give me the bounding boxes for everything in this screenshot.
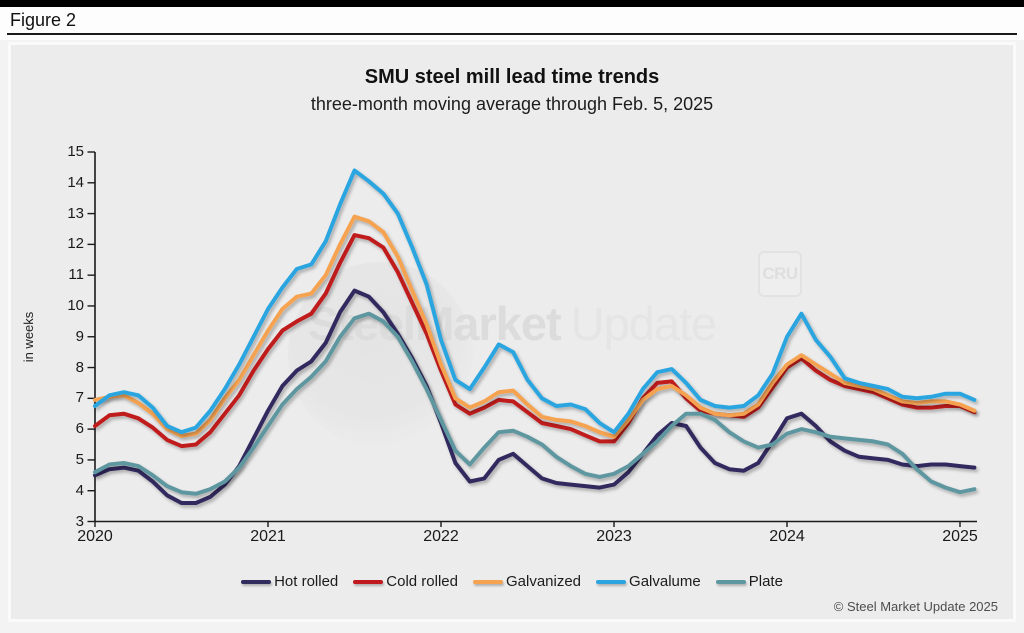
- legend-label: Galvanized: [505, 573, 582, 590]
- legend-label: Cold rolled: [386, 573, 458, 590]
- chart-panel: [8, 42, 1016, 622]
- y-tick-label: 7: [75, 389, 84, 407]
- x-tick-label: 2023: [596, 528, 632, 545]
- series-line-cold-rolled: [93, 233, 977, 449]
- legend-swatch: [472, 579, 503, 584]
- legend-label: Galvalume: [629, 573, 701, 590]
- x-tick-label: 2025: [942, 528, 978, 545]
- legend-item-galvanized: Galvanized: [472, 573, 582, 590]
- y-tick-label: 5: [75, 450, 84, 468]
- y-tick-label: 14: [67, 173, 84, 191]
- chart-legend: Hot rolled Cold rolled Galvanized Galvalume…: [0, 573, 1024, 590]
- legend-swatch: [715, 579, 746, 584]
- y-tick-label: 10: [67, 296, 84, 314]
- y-tick-label: 11: [68, 266, 84, 284]
- y-tick-label: 12: [67, 235, 84, 253]
- y-tick-label: 6: [75, 420, 84, 438]
- y-tick-label: 9: [75, 327, 84, 345]
- series-line-galvanized: [93, 214, 977, 439]
- header-divider: [7, 33, 1017, 35]
- series-line-plate: [93, 311, 977, 496]
- y-tick-label: 13: [67, 204, 84, 222]
- legend-item-hot-rolled: Hot rolled: [241, 573, 338, 590]
- figure-label: Figure 2: [10, 10, 77, 30]
- figure-header: Figure 2: [0, 7, 1024, 40]
- legend-swatch: [353, 579, 384, 584]
- y-tick-label: 4: [75, 481, 84, 499]
- x-tick-label: 2022: [423, 528, 459, 545]
- y-tick-label: 3: [75, 512, 84, 530]
- chart-title: SMU steel mill lead time trends: [364, 66, 660, 88]
- legend-item-plate: Plate: [715, 573, 783, 590]
- chart-subtitle: three-month moving average through Feb. …: [310, 94, 714, 114]
- x-tick-label: 2020: [77, 528, 113, 545]
- watermark-brand-light: Update: [570, 297, 718, 350]
- x-tick-label: 2024: [769, 528, 805, 545]
- legend-label: Hot rolled: [274, 573, 339, 590]
- legend-swatch: [596, 579, 627, 584]
- y-tick-label: 15: [67, 143, 84, 160]
- cru-watermark-text: CRU: [762, 264, 798, 283]
- window-top-bar: [0, 0, 1024, 7]
- series-line-galvalume: [93, 168, 977, 435]
- x-tick-label: 2021: [250, 528, 286, 545]
- legend-item-galvalume: Galvalume: [596, 573, 701, 590]
- legend-swatch: [241, 579, 272, 584]
- copyright-text: © Steel Market Update 2025: [833, 599, 998, 614]
- cru-watermark-logo: CRU: [758, 251, 802, 297]
- legend-item-cold-rolled: Cold rolled: [353, 573, 458, 590]
- y-tick-label: 8: [75, 358, 84, 376]
- legend-label: Plate: [748, 573, 783, 590]
